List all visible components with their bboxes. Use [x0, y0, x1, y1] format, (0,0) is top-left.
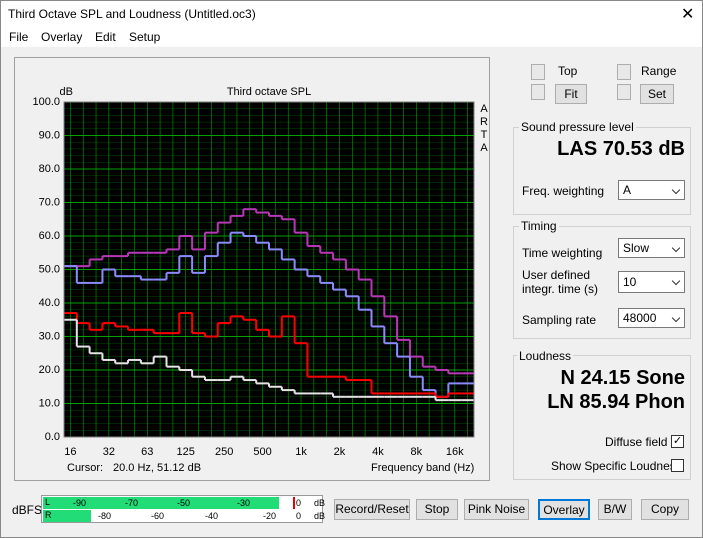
y-tick-label: 80.0 [39, 163, 60, 175]
button[interactable]: B/W [598, 499, 632, 520]
dropdown[interactable]: 48000 [618, 308, 685, 328]
cursor-value: 20.0 Hz, 51.12 dB [113, 462, 201, 474]
chart: dB Third octave SPL Cursor: 20.0 Hz, 51.… [32, 86, 488, 474]
text-input[interactable]: 10 [618, 271, 685, 293]
plot-border [63, 101, 475, 438]
group-box [513, 355, 691, 480]
x-tick-label: 63 [141, 446, 153, 458]
loudness-n: N 24.15 Sone [560, 367, 685, 389]
label: Freq. weighting [522, 184, 605, 198]
y-axis-label: dB [60, 86, 73, 98]
channel-label: L [45, 497, 51, 507]
button[interactable]: Stop [416, 499, 458, 520]
meter-label: dBFS [12, 503, 43, 517]
meter-scale: dB [314, 498, 326, 508]
label: Time weighting [522, 246, 603, 260]
label: integr. time (s) [522, 282, 599, 296]
menu-item[interactable]: Overlay [41, 30, 83, 44]
y-tick-label: 30.0 [39, 330, 60, 342]
button[interactable]: Overlay [538, 499, 590, 520]
meter-scale: -70 [125, 498, 139, 508]
menu-item[interactable]: File [9, 30, 29, 44]
button[interactable]: Copy [641, 499, 689, 520]
meter-scale: -60 [151, 511, 165, 521]
y-tick-label: 10.0 [39, 397, 60, 409]
loudness-ln: LN 85.94 Phon [547, 391, 685, 413]
menu-bar [1, 27, 702, 47]
side-label: T [481, 129, 488, 141]
menu-item[interactable]: Edit [95, 30, 116, 44]
x-tick-label: 16 [64, 446, 76, 458]
x-tick-label: 4k [372, 446, 384, 458]
x-tick-label: 32 [103, 446, 115, 458]
chart-title: Third octave SPL [227, 86, 311, 98]
x-tick-label: 125 [177, 446, 195, 458]
label: Top [558, 64, 578, 78]
button[interactable]: Set [640, 84, 674, 104]
close-icon[interactable]: ✕ [681, 6, 695, 23]
side-label: A [480, 142, 488, 154]
label: Sampling rate [522, 313, 597, 327]
x-tick-label: 16k [446, 446, 464, 458]
group-label: Sound pressure level [519, 120, 636, 134]
dropdown[interactable]: A [618, 180, 685, 200]
x-axis-label: Frequency band (Hz) [371, 462, 474, 474]
group-box [513, 226, 691, 339]
spin-down[interactable] [617, 84, 631, 100]
label: Range [641, 64, 677, 78]
meter-scale: -30 [237, 498, 251, 508]
x-tick-label: 1k [295, 446, 307, 458]
group-label: Loudness [517, 349, 574, 363]
dropdown[interactable]: Slow [618, 238, 685, 258]
group-label: Timing [519, 219, 559, 233]
peak-marker [293, 497, 295, 509]
button[interactable]: Fit [555, 84, 587, 104]
spin-up[interactable] [617, 64, 631, 80]
y-tick-label: 40.0 [39, 297, 60, 309]
x-tick-label: 2k [334, 446, 346, 458]
meter-scale: -40 [205, 511, 219, 521]
menu-item[interactable]: Setup [129, 30, 161, 44]
spl-reading: LAS 70.53 dB [557, 138, 685, 160]
spin-up[interactable] [531, 64, 545, 80]
label: Diffuse field [605, 435, 668, 449]
meter-scale: -50 [177, 498, 191, 508]
meter-scale: 0 [296, 511, 302, 521]
y-tick-label: 0.0 [45, 431, 60, 443]
meter-bar [43, 510, 91, 522]
y-tick-label: 70.0 [39, 196, 60, 208]
y-tick-label: 90.0 [39, 129, 60, 141]
channel-label: R [45, 510, 52, 520]
button[interactable]: Pink Noise [464, 499, 529, 520]
side-label: R [480, 116, 488, 128]
x-tick-label: 250 [215, 446, 233, 458]
side-label: A [480, 103, 488, 115]
spin-down[interactable] [531, 84, 545, 100]
label: Show Specific Loudness [551, 459, 682, 473]
meter-scale: -90 [73, 498, 87, 508]
y-tick-label: 50.0 [39, 263, 60, 275]
y-tick-label: 20.0 [39, 364, 60, 376]
checkbox[interactable]: ✓ [671, 435, 684, 448]
meter-scale: -80 [98, 511, 112, 521]
title-bar [1, 1, 702, 27]
y-tick-label: 60.0 [39, 230, 60, 242]
checkbox[interactable] [671, 459, 684, 472]
cursor-label: Cursor: [67, 462, 103, 474]
x-tick-label: 8k [411, 446, 423, 458]
window-title: Third Octave SPL and Loudness (Untitled.… [8, 7, 256, 21]
meter-bar [43, 497, 279, 509]
meter-scale: -20 [263, 511, 277, 521]
y-tick-label: 100.0 [32, 96, 60, 108]
x-tick-label: 500 [253, 446, 271, 458]
button[interactable]: Record/Reset [334, 499, 410, 520]
meter-scale: dB [314, 511, 326, 521]
label: User defined [522, 268, 591, 282]
meter-scale: 0 [296, 498, 302, 508]
